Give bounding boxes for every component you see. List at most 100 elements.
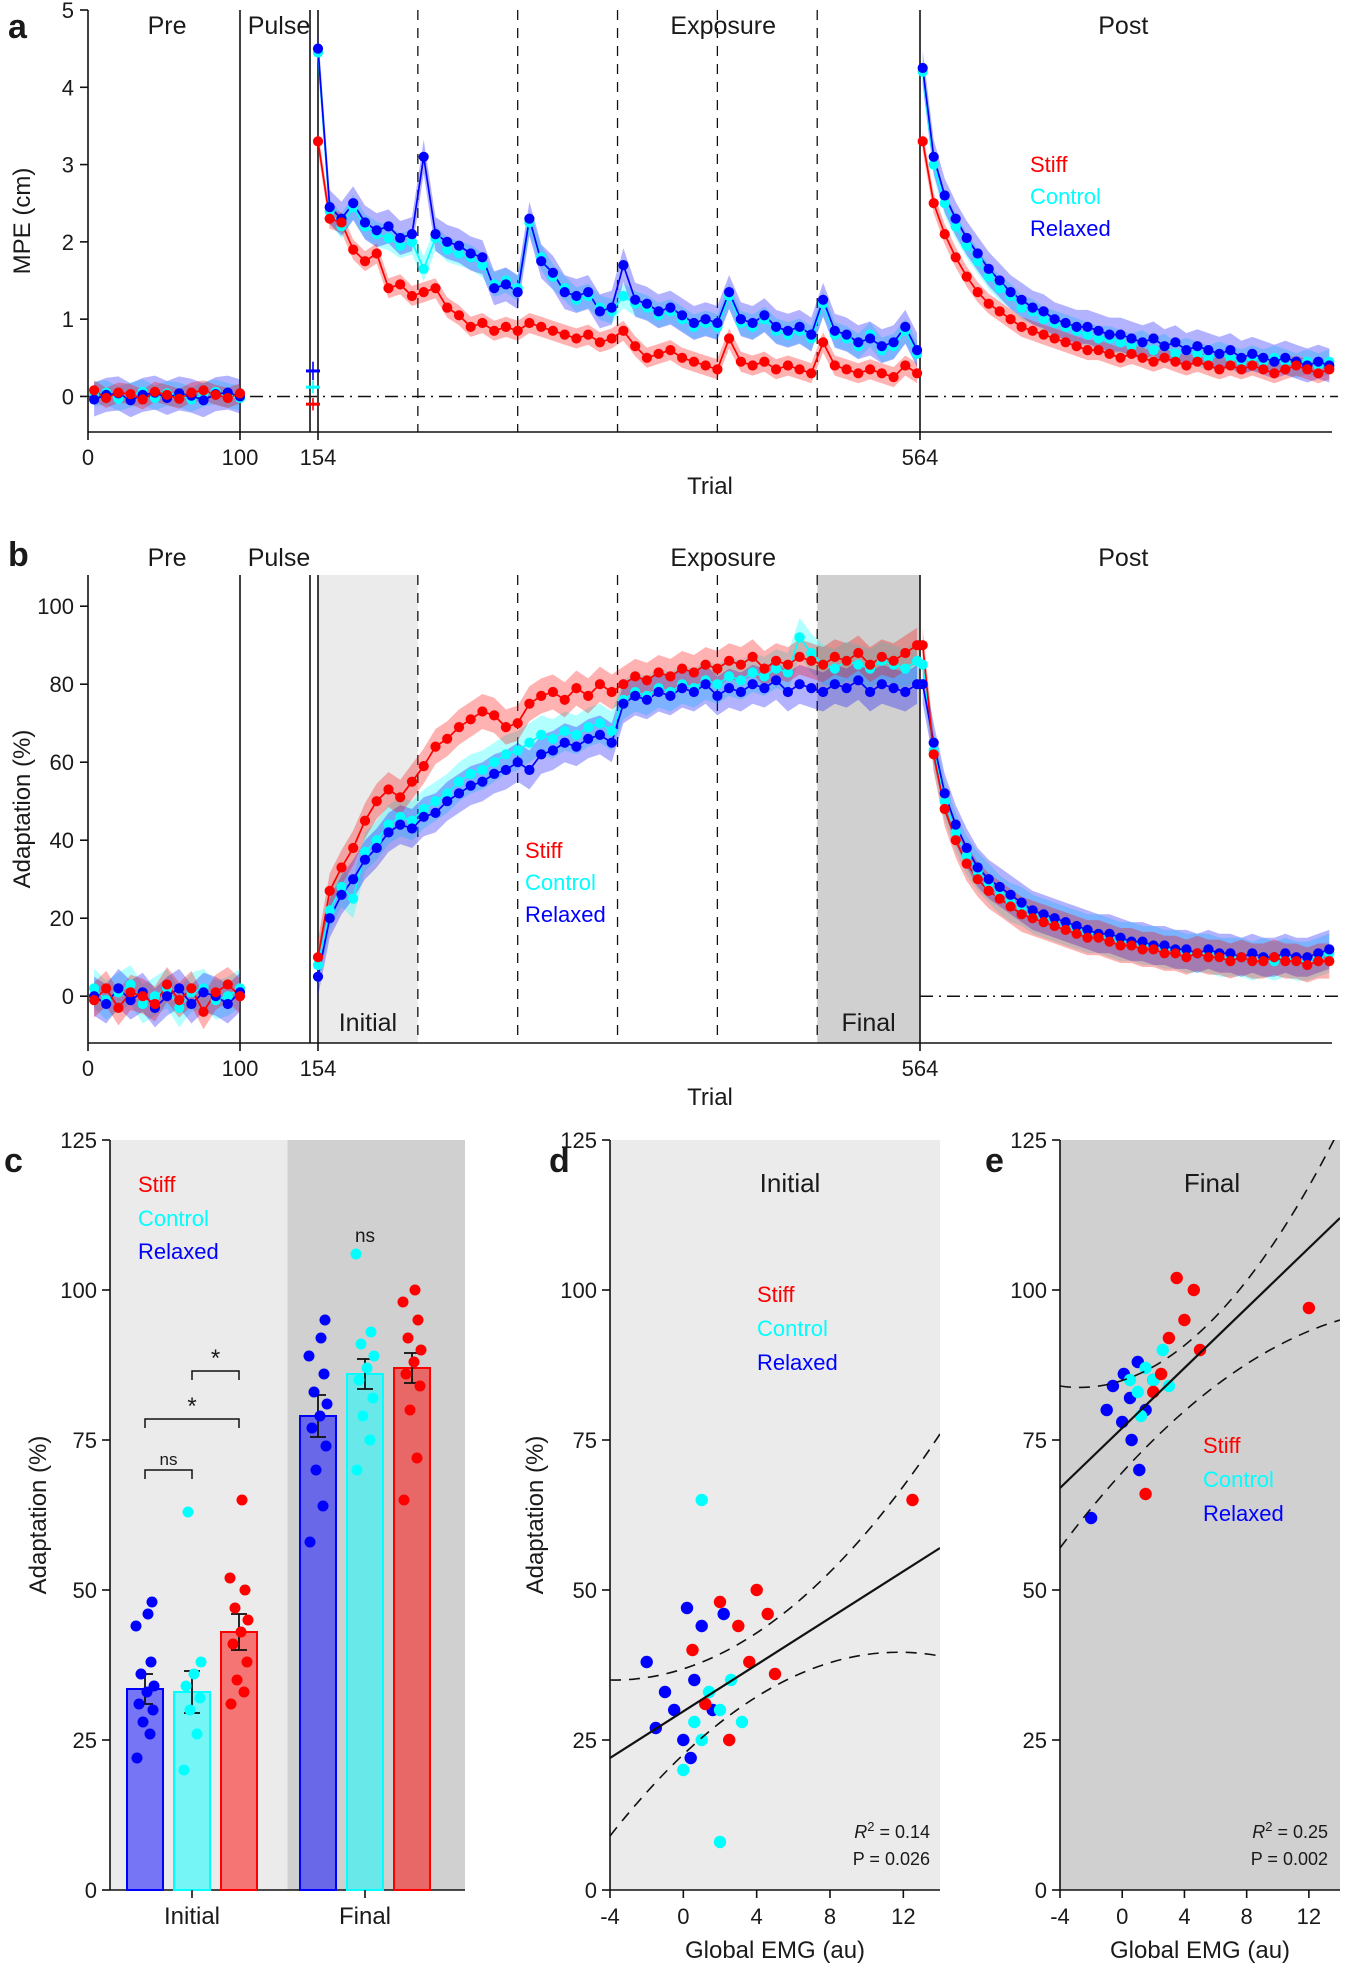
data-point-control — [806, 647, 817, 659]
data-point-relaxed — [735, 314, 747, 325]
x-tick-label: 100 — [222, 1056, 259, 1081]
scatter-point-stiff — [1187, 1283, 1201, 1297]
data-point-relaxed — [89, 394, 100, 405]
data-point-stiff — [395, 279, 406, 290]
scatter-point-relaxed — [677, 1733, 690, 1747]
data-point-stiff — [571, 683, 582, 694]
data-point-stiff — [559, 329, 570, 340]
scatter-point-control — [695, 1493, 708, 1507]
data-point-control — [453, 776, 465, 787]
x-tick-label: 0 — [82, 1056, 94, 1081]
data-point-stiff — [653, 667, 664, 678]
data-point-stiff — [336, 862, 347, 873]
data-point-relaxed — [1148, 333, 1159, 344]
data-point-control — [606, 725, 617, 737]
data-point-stiff — [512, 718, 523, 729]
scatter-point-stiff — [1162, 1331, 1176, 1345]
scatter-point-relaxed — [1116, 1415, 1129, 1429]
data-point-stiff — [395, 792, 406, 803]
panel-b: 0 20 40 60 80 100 0 100 154 564 Adaptation (%) Tria… — [8, 536, 1338, 1111]
data-point-stiff — [371, 796, 382, 807]
data-point-relaxed — [324, 913, 335, 924]
data-point-control — [559, 725, 570, 737]
subject-point-stiff — [408, 1356, 420, 1368]
data-point-stiff — [1236, 364, 1247, 375]
regression-lines — [1060, 1140, 1340, 1549]
data-point-relaxed — [961, 842, 972, 854]
scatter-point-relaxed — [1100, 1403, 1113, 1417]
subject-point-stiff — [409, 1284, 421, 1296]
subject-point-relaxed — [135, 1668, 147, 1680]
scatter-point-control — [688, 1715, 701, 1729]
data-point-stiff — [1214, 952, 1225, 963]
data-point-control — [939, 796, 950, 807]
data-point-stiff — [1038, 329, 1049, 340]
legend-stiff: Stiff — [757, 1282, 795, 1307]
x-tick-label: 0 — [1116, 1904, 1128, 1929]
data-point-relaxed — [383, 827, 394, 838]
subject-point-relaxed — [314, 1410, 326, 1422]
data-point-relaxed — [406, 823, 418, 834]
subject-point-relaxed — [145, 1656, 157, 1668]
data-point-control — [994, 283, 1005, 294]
data-point-control — [928, 159, 939, 170]
data-point-stiff — [1038, 917, 1049, 928]
data-point-control — [395, 240, 406, 251]
data-point-stiff — [1159, 948, 1170, 959]
data-point-relaxed — [512, 757, 523, 768]
scatter-point-relaxed — [658, 1685, 672, 1699]
data-point-relaxed — [1049, 314, 1060, 325]
y-tick-label: 0 — [62, 384, 74, 409]
data-point-relaxed — [1104, 329, 1115, 340]
data-point-relaxed — [1082, 321, 1093, 332]
data-point-stiff — [950, 252, 961, 263]
scatter-point-relaxed — [640, 1655, 653, 1669]
data-point-stiff — [688, 356, 700, 367]
legend-relaxed: Relaxed — [525, 902, 606, 927]
subject-point-relaxed — [144, 1728, 156, 1740]
phase-label-exposure: Exposure — [670, 12, 776, 40]
data-point-stiff — [1082, 932, 1093, 943]
y-axis-label: MPE (cm) — [9, 168, 36, 275]
scatter-point-control — [1131, 1385, 1145, 1399]
data-point-stiff — [994, 893, 1005, 904]
error-band-relaxed — [922, 51, 1330, 383]
data-point-stiff — [1148, 944, 1159, 955]
scatter-point-stiff — [1139, 1487, 1152, 1501]
data-point-stiff — [418, 761, 429, 772]
x-tick-label: 154 — [300, 445, 337, 470]
data-point-relaxed — [1181, 944, 1192, 955]
data-point-stiff — [500, 722, 511, 733]
data-point-control — [477, 764, 488, 776]
data-point-stiff — [489, 710, 500, 721]
scatter-point-control — [702, 1685, 716, 1699]
subject-point-relaxed — [147, 1704, 159, 1716]
subject-point-stiff — [414, 1380, 426, 1392]
significance-bracket — [144, 1418, 240, 1428]
subject-point-stiff — [229, 1602, 241, 1614]
data-point-stiff — [1027, 325, 1038, 336]
data-point-relaxed — [806, 329, 817, 340]
data-point-relaxed — [950, 213, 961, 224]
data-point-control — [1016, 302, 1027, 313]
x-tick-label: -4 — [1050, 1904, 1070, 1929]
scatter-point-control — [695, 1733, 708, 1747]
data-point-stiff — [876, 368, 887, 379]
data-point-control — [961, 850, 972, 861]
data-point-relaxed — [1181, 345, 1192, 356]
data-point-stiff — [747, 360, 758, 371]
subject-point-relaxed — [148, 1680, 160, 1692]
scatter-point-stiff — [906, 1493, 919, 1507]
y-tick-label: 25 — [573, 1728, 597, 1753]
data-point-control — [442, 244, 453, 255]
data-point-stiff — [665, 345, 676, 356]
data-point-stiff — [594, 679, 606, 690]
scatter-point-stiff — [743, 1655, 756, 1669]
data-point-stiff — [383, 283, 394, 294]
data-point-control — [453, 248, 465, 259]
phase-label-pre: Pre — [148, 544, 187, 572]
data-point-relaxed — [1324, 944, 1335, 955]
x-tick-label: 0 — [82, 445, 94, 470]
data-point-stiff — [700, 659, 711, 670]
region-label-final: Final — [842, 1009, 896, 1037]
